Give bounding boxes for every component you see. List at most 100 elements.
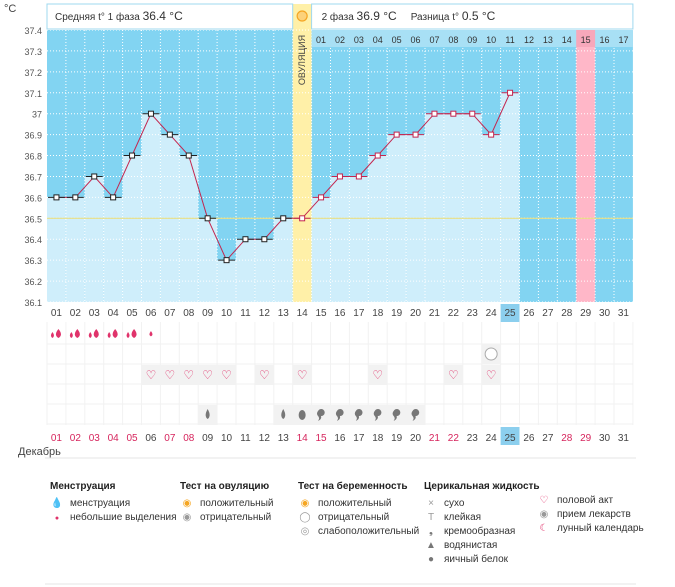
symbol-cell-bg — [198, 365, 218, 385]
legend-item: ♡ половой акт — [537, 494, 644, 508]
x-day-label: 12 — [259, 308, 271, 319]
temperature-point — [185, 152, 192, 159]
temperature-point — [299, 215, 306, 222]
temperature-column — [65, 197, 85, 302]
phase2-day-label: 16 — [600, 35, 610, 45]
bottom-day-label: 20 — [410, 433, 422, 444]
blood-drop-icon — [88, 332, 92, 338]
bottom-day-label: 11 — [240, 433, 251, 444]
phase1-header-text: Средняя t° 1 фаза 36.4 °C — [55, 9, 183, 23]
heart-icon: ♡ — [202, 368, 213, 382]
circle-grey-icon: ◉ — [182, 512, 192, 523]
temperature-point — [53, 194, 60, 201]
y-tick-label: 37.1 — [24, 89, 42, 99]
bottom-day-label: 28 — [561, 433, 573, 444]
y-tick-label: 36.2 — [24, 277, 42, 287]
blood-drop-icon: 💧 — [50, 498, 64, 509]
phase2-day-row — [311, 30, 633, 47]
x-day-label: 09 — [202, 308, 214, 319]
legend-item-label: положительный — [318, 498, 392, 509]
blood-drop-icon — [69, 332, 73, 338]
watery-icon: ▲ — [426, 540, 436, 551]
bottom-day-label: 02 — [70, 433, 82, 444]
legend-item: ◯ отрицательный — [298, 511, 419, 525]
bottom-day-label: 27 — [542, 433, 554, 444]
x-day-label: 17 — [353, 308, 365, 319]
y-tick-label: 36.7 — [24, 172, 42, 182]
legend-item: ▲ водянистая — [424, 539, 540, 553]
legend-item-label: прием лекарств — [557, 509, 631, 520]
heart-icon: ♡ — [486, 368, 497, 382]
eggwhite-icon: ● — [427, 554, 435, 565]
legend-ovulation-test: Тест на овуляцию ◉ положительный ◉ отрицат… — [180, 481, 273, 525]
heart-icon: ♡ — [448, 368, 459, 382]
heart-icon: ♡ — [297, 368, 308, 382]
small-drop-icon: ● — [54, 515, 60, 522]
bottom-day-label: 14 — [297, 433, 309, 444]
y-tick-label: 36.6 — [24, 193, 42, 203]
today-highlight — [500, 427, 520, 445]
x-day-label: 22 — [448, 308, 460, 319]
heart-icon: ♡ — [259, 368, 270, 382]
bottom-day-label: 29 — [580, 433, 592, 444]
heart-icon: ♡ — [183, 368, 194, 382]
legend-item: ☾ лунный календарь — [537, 522, 644, 536]
symbol-cell-bg — [179, 365, 199, 385]
bottom-day-label: 22 — [448, 433, 460, 444]
phase2-day-label: 10 — [486, 35, 496, 45]
x-day-label: 27 — [542, 308, 554, 319]
y-tick-label: 36.9 — [24, 131, 42, 141]
legend-ovulation-test-title: Тест на овуляцию — [180, 481, 270, 492]
x-day-label: 28 — [561, 308, 573, 319]
legend-item: ❟ кремообразная — [424, 525, 540, 539]
temperature-column — [500, 92, 520, 303]
x-day-label: 20 — [410, 308, 422, 319]
creamy-icon — [411, 409, 420, 421]
x-day-label: 30 — [599, 308, 611, 319]
phase1-label: Средняя t° 1 фаза — [55, 11, 143, 23]
phase2-day-label: 03 — [354, 35, 364, 45]
today-highlight — [500, 304, 520, 322]
legend-item-label: половой акт — [557, 495, 614, 506]
legend-menstruation: Менструация 💧 менструация ● небольшие выде… — [50, 481, 177, 525]
x-day-label: 03 — [89, 308, 101, 319]
ovulation-label: ОВУЛЯЦИЯ — [297, 35, 307, 85]
phase2-day-label: 07 — [429, 35, 439, 45]
temperature-column — [122, 155, 142, 302]
symbol-cell-bg — [254, 365, 274, 385]
x-day-label: 06 — [145, 308, 157, 319]
x-day-label: 15 — [315, 308, 327, 319]
legend-item: ● небольшие выделения — [50, 511, 177, 525]
watery-icon — [281, 409, 286, 419]
heart-icon: ♡ — [539, 495, 549, 506]
blood-drop-icon — [126, 332, 130, 338]
heart-icon: ♡ — [146, 368, 157, 382]
temperature-point — [450, 110, 457, 117]
symbol-cell-bg — [481, 365, 501, 385]
symbol-cell-bg — [160, 365, 180, 385]
creamy-icon — [354, 409, 363, 421]
creamy-icon: ❟ — [429, 526, 433, 537]
x-day-label: 26 — [523, 308, 535, 319]
phase2-day-label: 04 — [373, 35, 383, 45]
temperature-column — [254, 239, 274, 302]
phase2-day-highlight — [576, 30, 596, 47]
legend-item-label: лунный календарь — [557, 523, 644, 534]
temperature-point — [129, 152, 136, 159]
phase2-day-label: 12 — [524, 35, 534, 45]
temperature-column — [103, 197, 123, 302]
legend-item: ◉ прием лекарств — [537, 508, 644, 522]
bottom-day-label: 23 — [467, 433, 479, 444]
blood-drop-icon — [55, 329, 61, 338]
phase2-day-label: 09 — [467, 35, 477, 45]
x-day-label: 21 — [429, 308, 441, 319]
temperature-point — [336, 173, 343, 180]
legend-item-label: сухо — [444, 498, 465, 509]
temperature-column — [462, 113, 482, 302]
pink-day-column — [576, 30, 596, 302]
bottom-day-label: 08 — [183, 433, 195, 444]
phase2-label: 2 фаза — [322, 11, 357, 23]
x-day-label: 14 — [297, 308, 309, 319]
